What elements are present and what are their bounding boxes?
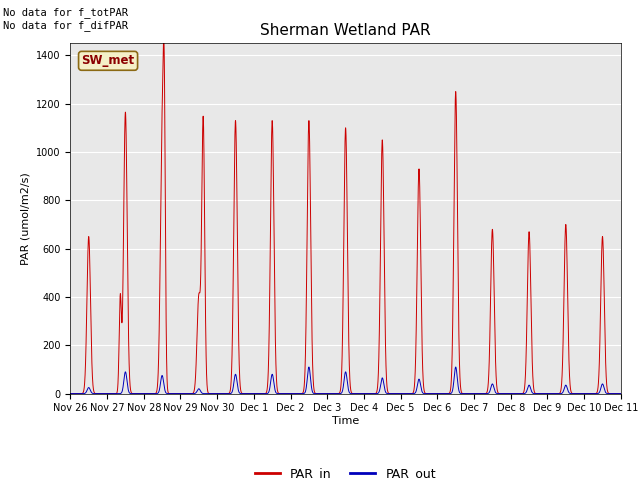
Text: No data for f_totPAR
No data for f_difPAR: No data for f_totPAR No data for f_difPA…	[3, 7, 128, 31]
Legend: PAR_in, PAR_out: PAR_in, PAR_out	[250, 462, 441, 480]
Y-axis label: PAR (umol/m2/s): PAR (umol/m2/s)	[20, 172, 31, 265]
X-axis label: Time: Time	[332, 416, 359, 426]
Title: Sherman Wetland PAR: Sherman Wetland PAR	[260, 23, 431, 38]
Text: SW_met: SW_met	[81, 54, 134, 67]
